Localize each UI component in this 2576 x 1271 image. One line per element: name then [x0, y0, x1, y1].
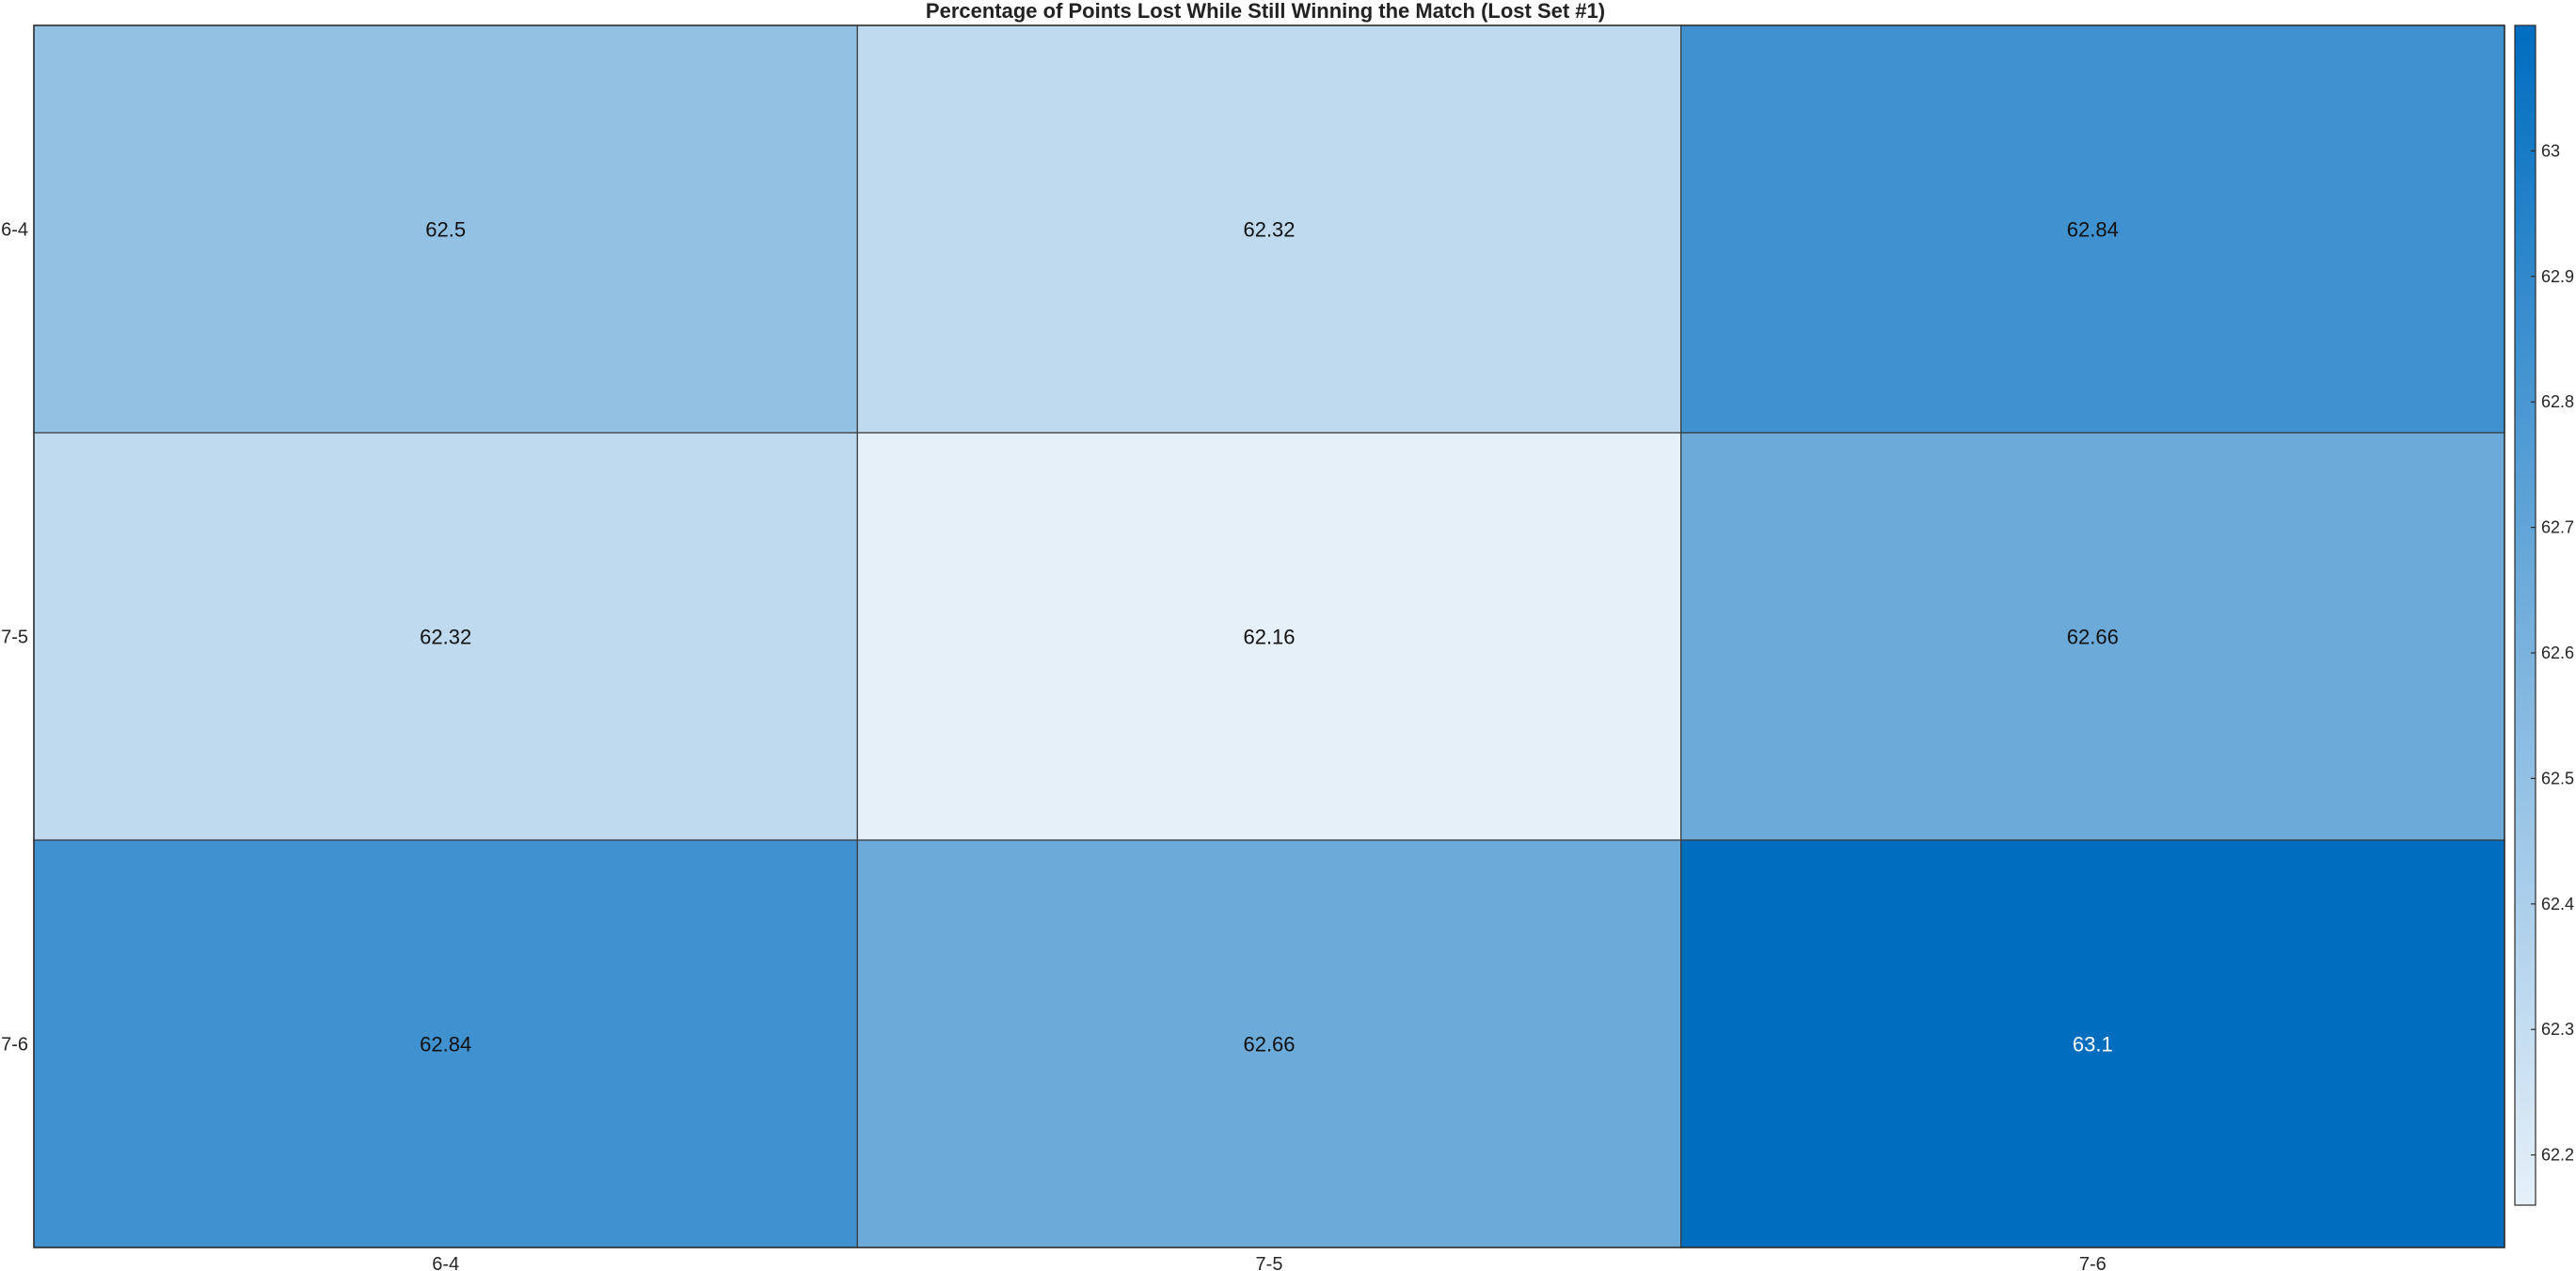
y-tick-label: 7-6: [1, 1035, 28, 1056]
y-tick-label: 6-4: [1, 220, 28, 241]
x-axis-ticks: 6-4 7-5 7-6: [432, 1254, 2107, 1271]
heatmap-cells: [33, 24, 2505, 1248]
heatmap-cell: [856, 839, 1682, 1248]
x-tick-label: 6-4: [432, 1254, 459, 1271]
cell-value-label: 62.84: [420, 1033, 471, 1057]
colorbar-tick-label: 62.3: [2541, 1020, 2574, 1039]
colorbar-tick-label: 62.2: [2541, 1146, 2574, 1165]
colorbar-tick-label: 62.7: [2541, 518, 2574, 537]
heatmap-cell: [33, 839, 858, 1248]
cell-value-label: 63.1: [2073, 1033, 2113, 1057]
heatmap-cell: [856, 432, 1682, 841]
cell-value-label: 62.32: [420, 626, 471, 649]
heatmap-cell: [33, 432, 858, 841]
heatmap-cell-labels: 62.5 62.32 62.84 62.32 62.16 62.66 62.84 62.66 6…: [420, 218, 2119, 1057]
colorbar-tick-label: 62.8: [2541, 392, 2574, 411]
heatmap-cell: [33, 24, 858, 434]
chart-title: Percentage of Points Lost While Still Wi…: [926, 0, 1605, 23]
cell-value-label: 62.66: [1243, 1033, 1295, 1057]
colorbar-tick-label: 62.4: [2541, 895, 2574, 914]
heatmap-cell: [1680, 432, 2505, 841]
colorbar-tick-label: 62.5: [2541, 769, 2574, 787]
cell-value-label: 62.32: [1243, 218, 1295, 242]
colorbar-tick-label: 63: [2541, 141, 2560, 160]
y-axis-ticks: 6-4 7-5 7-6: [1, 220, 28, 1056]
y-tick-label: 7-5: [1, 628, 28, 648]
colorbar-gradient: [2514, 24, 2536, 1206]
cell-value-label: 62.16: [1243, 626, 1295, 649]
cell-value-label: 62.66: [2067, 626, 2119, 649]
x-tick-label: 7-5: [1256, 1254, 1283, 1271]
plot-border: [33, 24, 2505, 1248]
colorbar-tick-label: 62.9: [2541, 267, 2574, 286]
x-tick-label: 7-6: [2079, 1254, 2107, 1271]
cell-value-label: 62.5: [425, 218, 466, 242]
colorbar: 62.2 62.3 62.4 62.5 62.6 62.7 62.8 62.9 63: [2514, 24, 2574, 1206]
colorbar-tick-label: 62.6: [2541, 643, 2574, 662]
heatmap-cell: [856, 24, 1682, 434]
cell-value-label: 62.84: [2067, 218, 2119, 242]
